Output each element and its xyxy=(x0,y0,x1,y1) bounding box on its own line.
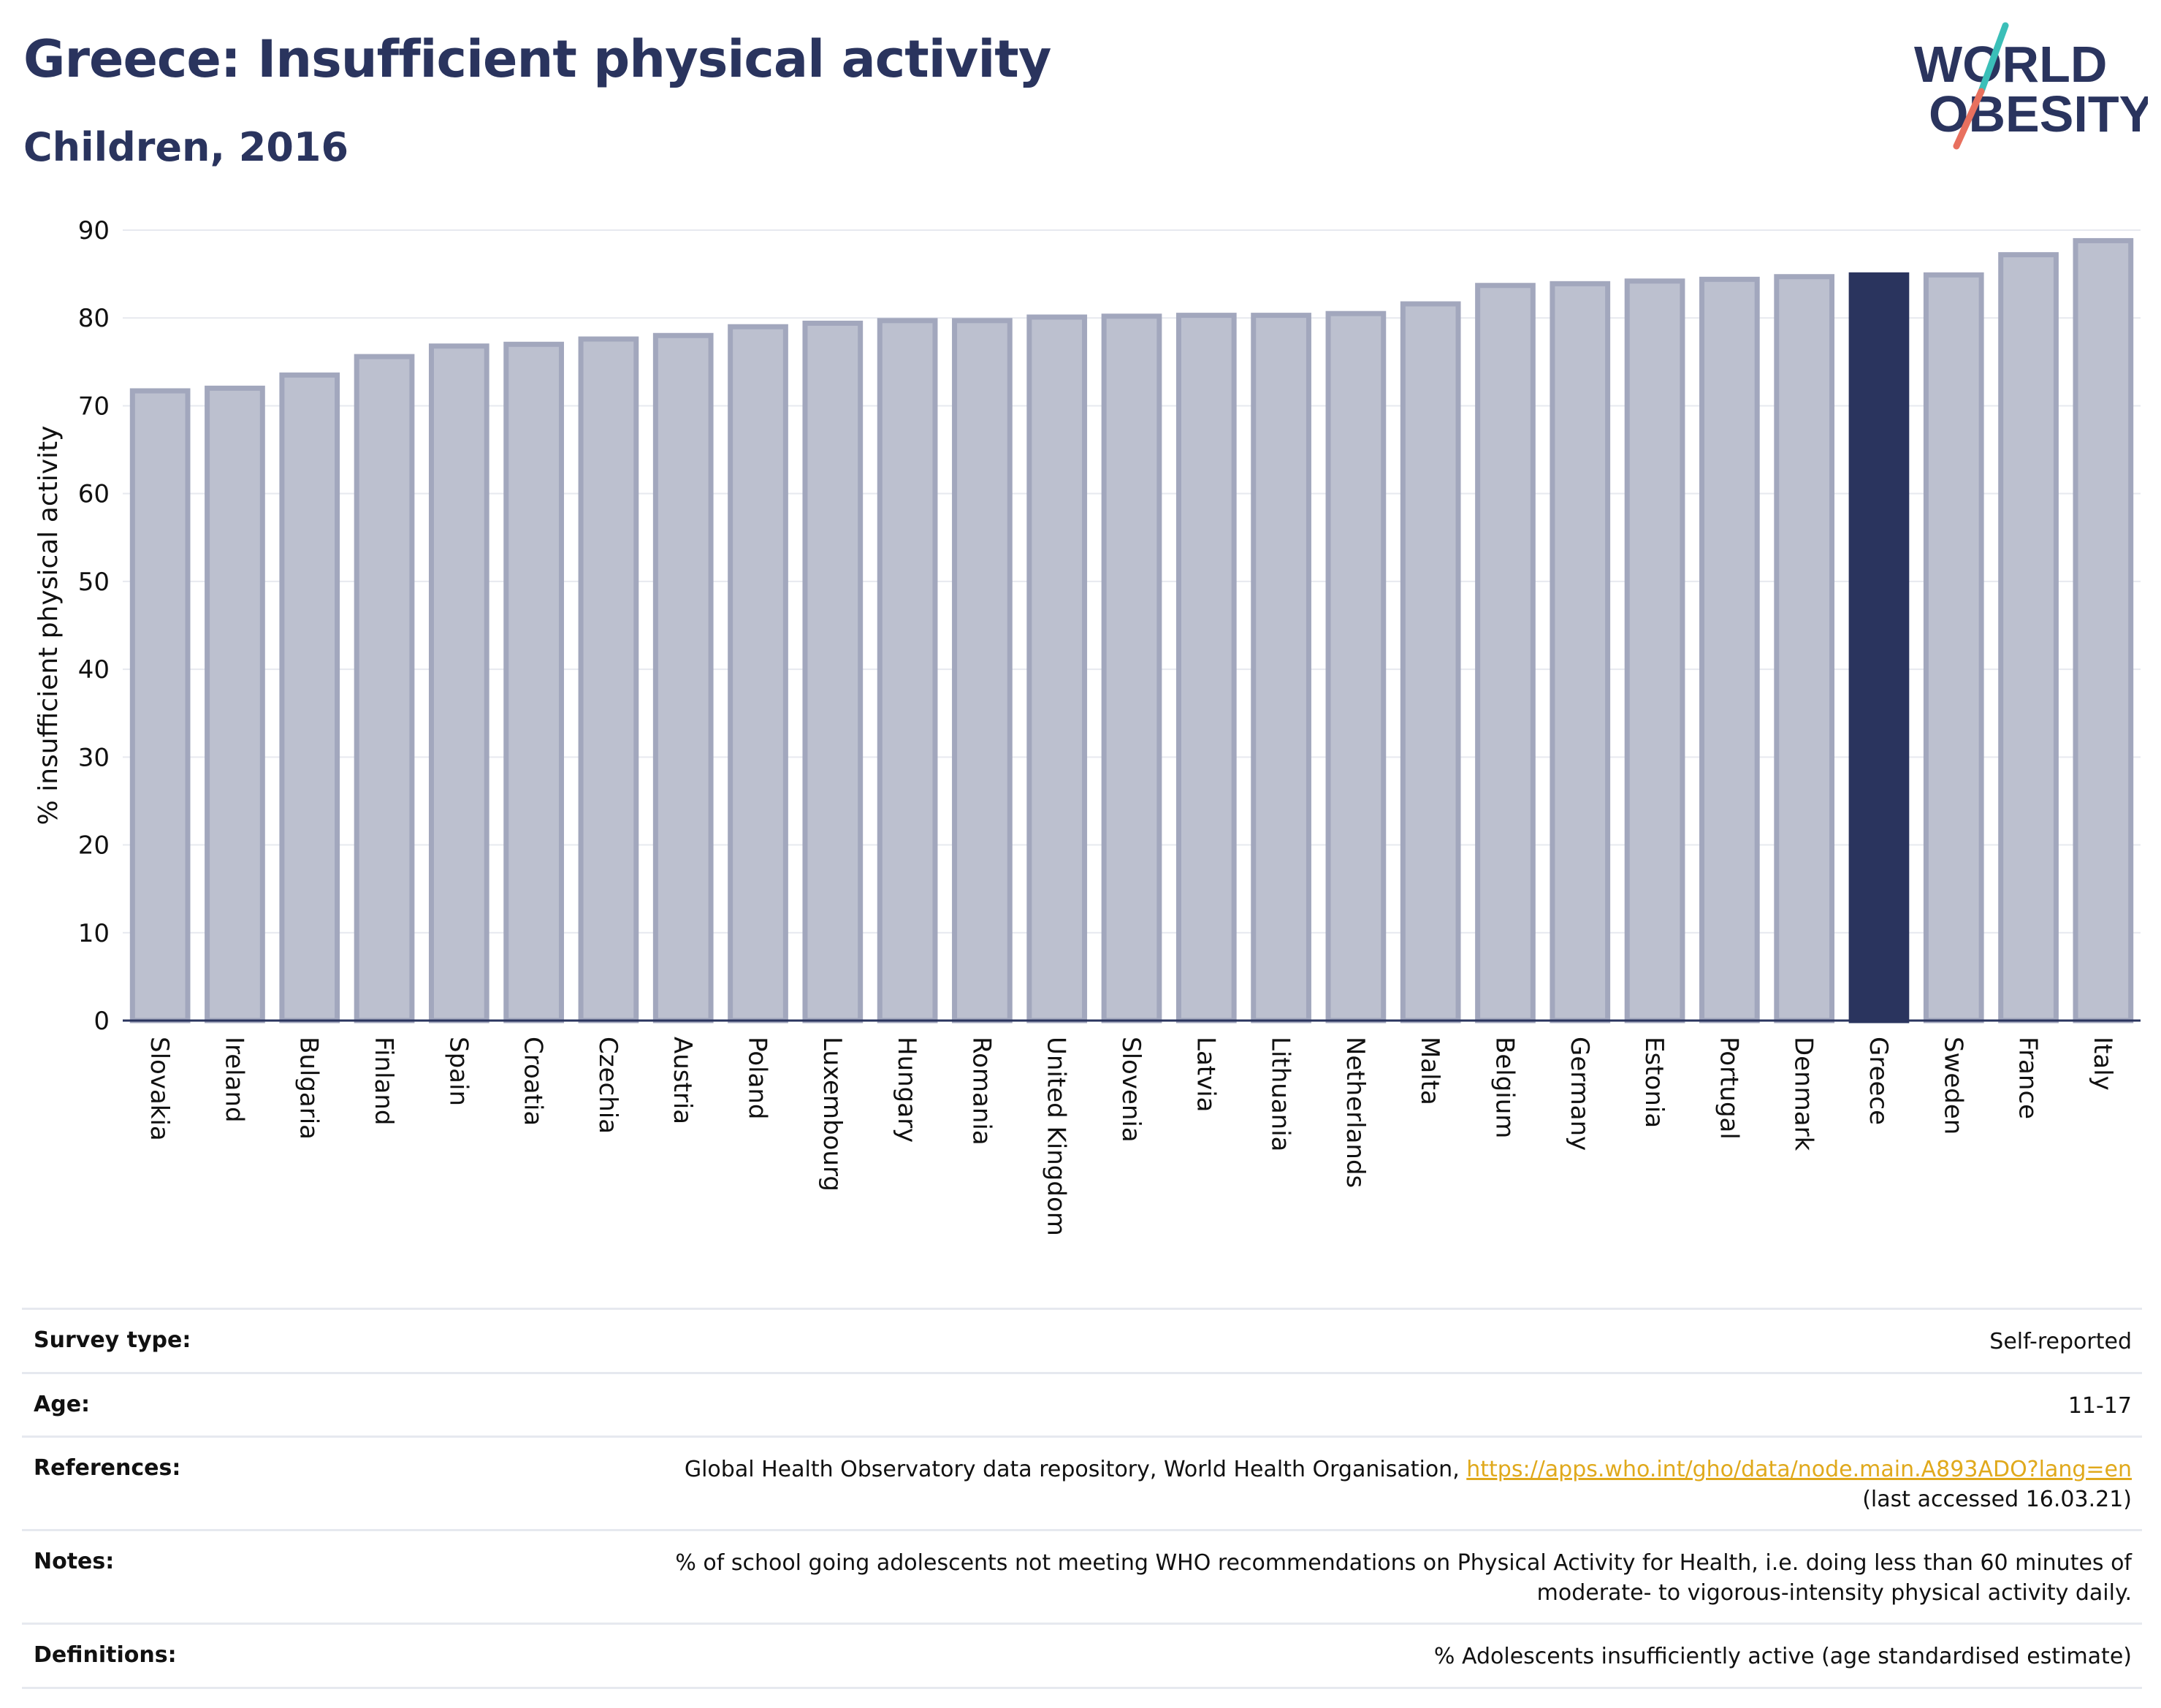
bar xyxy=(1400,301,1461,1023)
age-value: 11-17 xyxy=(2067,1392,2132,1419)
y-tick-label: 60 xyxy=(78,480,110,509)
bar-highlight xyxy=(1848,272,1910,1023)
y-tick-label: 40 xyxy=(78,655,110,685)
references-label: References: xyxy=(34,1455,181,1481)
bar xyxy=(1550,281,1611,1023)
x-tick-label: Finland xyxy=(369,1037,398,1126)
bar xyxy=(1026,314,1088,1023)
bar xyxy=(1774,274,1835,1023)
x-tick-label: Malta xyxy=(1415,1037,1444,1105)
bar xyxy=(1475,283,1536,1023)
definitions-label: Definitions: xyxy=(34,1642,177,1668)
logo-slash-top xyxy=(1978,22,2009,95)
bar xyxy=(652,332,714,1023)
bar xyxy=(279,372,340,1023)
references-value: Global Health Observatory data repositor… xyxy=(685,1455,2132,1514)
logo-slash-bottom xyxy=(1953,88,1985,150)
x-tick-label: Poland xyxy=(743,1037,772,1120)
references-row: References: Global Health Observatory da… xyxy=(22,1436,2142,1529)
y-tick-label: 90 xyxy=(78,216,110,245)
y-tick-label: 30 xyxy=(78,743,110,772)
bar-chart: 0 10 20 30 40 50 60 70 80 90 % insufficient physic… xyxy=(34,216,2141,1236)
chart-title: Greece: Insufficient physical activity xyxy=(23,29,1051,89)
x-tick-label: Denmark xyxy=(1789,1037,1818,1151)
y-tick-label: 80 xyxy=(78,304,110,333)
y-tick-label: 10 xyxy=(78,919,110,948)
world-obesity-logo: WORLD OBESITY xyxy=(1914,22,2148,150)
bar xyxy=(354,354,415,1023)
survey-type-label: Survey type: xyxy=(34,1327,191,1353)
x-tick-label: Spain xyxy=(443,1037,473,1106)
x-tick-label: Ireland xyxy=(219,1037,248,1123)
bar xyxy=(728,324,788,1023)
notes-value: % of school going adolescents not meetin… xyxy=(675,1549,2132,1608)
x-tick-label: Estonia xyxy=(1639,1037,1669,1128)
notes-line-2: moderate- to vigorous-intensity physical… xyxy=(1536,1579,2132,1606)
x-tick-label: Romania xyxy=(967,1037,996,1145)
references-accessed: (last accessed 16.03.21) xyxy=(1862,1486,2132,1512)
bar xyxy=(205,385,265,1023)
bar xyxy=(578,336,639,1023)
definitions-row: Definitions: % Adolescents insufficientl… xyxy=(22,1623,2142,1689)
x-tick-label: Croatia xyxy=(519,1037,548,1126)
logo-text-world: WORLD xyxy=(1914,36,2107,93)
x-tick-label: Czechia xyxy=(593,1037,622,1134)
bar xyxy=(503,341,564,1023)
x-tick-label: Greece xyxy=(1864,1037,1893,1125)
chart-subtitle: Children, 2016 xyxy=(23,124,349,170)
bar xyxy=(129,388,191,1023)
bar xyxy=(802,320,864,1023)
y-tick-label: 20 xyxy=(78,831,110,861)
x-tick-label: Luxembourg xyxy=(817,1037,847,1192)
x-tick-label: Sweden xyxy=(1938,1037,1967,1135)
age-row: Age: 11-17 xyxy=(22,1371,2142,1436)
x-tick-label: United Kingdom xyxy=(1042,1037,1071,1236)
x-tick-label: Slovenia xyxy=(1116,1037,1146,1143)
notes-label: Notes: xyxy=(34,1549,115,1574)
bar xyxy=(1699,276,1760,1023)
y-tick-label: 0 xyxy=(94,1007,110,1036)
x-tick-label: Austria xyxy=(668,1037,697,1124)
bar xyxy=(1998,252,2059,1023)
bar xyxy=(1101,313,1162,1023)
metadata-table: Survey type: Self-reported Age: 11-17 Re… xyxy=(22,1308,2142,1689)
x-tick-label: Portugal xyxy=(1714,1037,1743,1140)
references-source: Global Health Observatory data repositor… xyxy=(684,1457,1467,1482)
survey-type-value: Self-reported xyxy=(1989,1329,2132,1354)
bar xyxy=(1251,313,1311,1023)
x-tick-label: Italy xyxy=(2088,1037,2117,1091)
x-tick-label: Bulgaria xyxy=(294,1037,324,1140)
x-tick-label: France xyxy=(2013,1037,2043,1119)
survey-type-row: Survey type: Self-reported xyxy=(22,1308,2142,1372)
bar xyxy=(2073,237,2134,1023)
bar xyxy=(952,318,1013,1023)
y-axis-label: % insufficient physical activity xyxy=(34,426,64,826)
bar xyxy=(1175,313,1237,1023)
y-tick-label: 70 xyxy=(78,392,110,421)
notes-row: Notes: % of school going adolescents not… xyxy=(22,1529,2142,1623)
bar xyxy=(1923,272,1984,1023)
x-tick-label: Germany xyxy=(1565,1037,1594,1151)
bar xyxy=(877,318,938,1023)
x-tick-label: Slovakia xyxy=(145,1037,174,1141)
bar xyxy=(1624,278,1685,1023)
x-tick-label: Lithuania xyxy=(1266,1037,1295,1151)
age-label: Age: xyxy=(34,1391,91,1417)
notes-line-1: % of school going adolescents not meetin… xyxy=(675,1550,2132,1576)
x-tick-label: Latvia xyxy=(1191,1037,1220,1113)
y-tick-label: 50 xyxy=(78,568,110,597)
x-tick-label: Netherlands xyxy=(1341,1037,1370,1188)
definitions-value: % Adolescents insufficiently active (age… xyxy=(1433,1644,2132,1669)
bar xyxy=(1325,310,1387,1023)
references-link[interactable]: https://apps.who.int/gho/data/node.main.… xyxy=(1466,1457,2132,1482)
x-tick-label: Belgium xyxy=(1490,1037,1519,1138)
bar xyxy=(428,343,489,1023)
x-tick-label: Hungary xyxy=(892,1037,921,1143)
